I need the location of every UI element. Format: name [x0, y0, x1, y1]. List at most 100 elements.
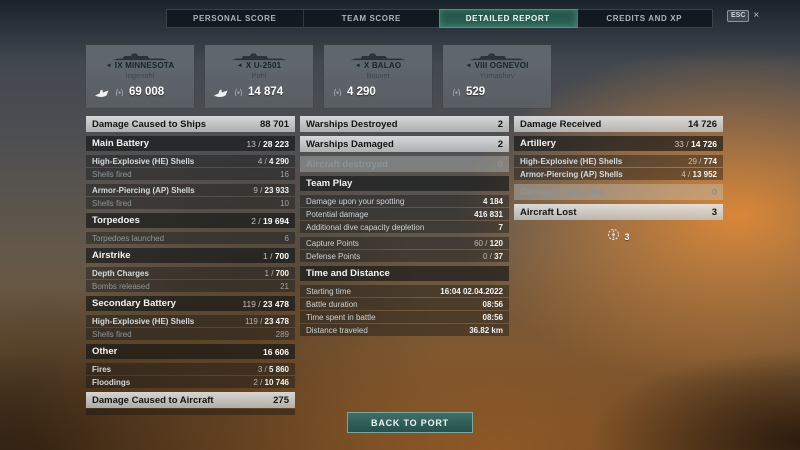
ship-silhouette — [449, 49, 545, 61]
back-to-port-button[interactable]: BACK TO PORT — [347, 412, 473, 433]
stat-value: 9 / 23 933 — [253, 185, 289, 195]
stat-label: Main Battery — [92, 138, 150, 149]
section-header-row: Damage Received 14 726 — [514, 116, 723, 132]
stat-row: Shells fired 289 — [86, 328, 295, 340]
ship-silhouette — [92, 49, 188, 61]
damage-value: 14 874 — [248, 86, 284, 98]
ship-card[interactable]: ◄ X U-2501 Pohl 14 874 — [205, 45, 313, 108]
tab-team-score[interactable]: TEAM SCORE — [304, 10, 440, 27]
stat-value: 416 831 — [474, 209, 503, 219]
close-icon[interactable]: × — [753, 10, 760, 22]
stat-value: 275 — [273, 394, 289, 406]
aircraft-lost-detail: 3 — [514, 228, 723, 246]
tab-bar: PERSONAL SCORE TEAM SCORE DETAILED REPORT C… — [166, 9, 713, 28]
stat-value: 16 606 — [263, 346, 289, 357]
subsection-header-row: Secondary Battery 119 / 23 478 — [86, 296, 295, 311]
subsection-header-row: Airstrike 1 / 700 — [86, 248, 295, 263]
tab-detailed-report[interactable]: DETAILED REPORT — [439, 9, 578, 28]
stat-row: Capture Points 60 / 120 — [300, 237, 509, 249]
player-name: Ingenohl — [125, 71, 155, 80]
stat-value: 3 — [711, 206, 717, 218]
stat-value: 21 — [280, 281, 289, 291]
ship-sunk-icon — [94, 87, 110, 98]
stat-value: 2 / 19 694 — [251, 215, 289, 226]
stat-label: Capture Points — [306, 238, 359, 248]
escape-control[interactable]: ESC × — [727, 10, 760, 23]
esc-key-badge[interactable]: ESC — [727, 10, 750, 23]
ship-class-icon: ◄ — [465, 62, 472, 69]
stat-label: Aircraft destroyed — [306, 158, 388, 170]
ship-silhouette — [211, 49, 307, 61]
tab-personal-score[interactable]: PERSONAL SCORE — [167, 10, 304, 27]
ship-card[interactable]: ◄ VIII OGNEVOI Yumashev 529 — [443, 45, 551, 108]
ship-name: X U-2501 — [245, 61, 282, 70]
stat-label: Damage Received — [520, 118, 602, 130]
dim-header-row: Aircraft destroyed 0 — [300, 156, 509, 172]
stat-value: 29 / 774 — [688, 156, 717, 166]
fighter-aircraft-icon — [607, 228, 620, 246]
section-header-row: Warships Damaged 2 — [300, 136, 509, 152]
stat-label: Other — [92, 346, 118, 357]
stat-row: Armor-Piercing (AP) Shells 9 / 23 933 — [86, 184, 295, 196]
stat-row: Armor-Piercing (AP) Shells 4 / 13 952 — [514, 168, 723, 180]
stat-value: 14 726 — [687, 118, 717, 130]
stat-label: High-Explosive (HE) Shells — [520, 156, 623, 166]
tab-credits-and-xp[interactable]: CREDITS AND XP — [606, 14, 683, 23]
stat-value: 0 / 37 — [482, 251, 503, 261]
damage-value: 529 — [466, 86, 486, 98]
damage-laurel-icon — [114, 87, 125, 98]
stat-label: Time and Distance — [306, 268, 390, 279]
stat-value: 10 — [280, 198, 289, 208]
section-header-row: Damage Caused to Ships 88 701 — [86, 116, 295, 132]
fighter-lost-count: 3 — [624, 232, 630, 242]
ship-silhouette — [330, 49, 426, 61]
stat-row: Damage upon your spotting 4 184 — [300, 195, 509, 207]
ship-card[interactable]: ◄ X BALAO Bouvet 4 290 — [324, 45, 432, 108]
stat-value: 88 701 — [259, 118, 289, 130]
column-damage-received: Damage Received 14 726 Artillery 33 / 14 72… — [514, 115, 723, 246]
player-name: Yumashev — [479, 71, 515, 80]
stat-label: Shells fired — [92, 198, 132, 208]
ship-class-icon: ◄ — [236, 62, 243, 69]
stat-row: Shells fired 10 — [86, 197, 295, 209]
stat-value: 3 / 5 860 — [257, 364, 289, 374]
ship-card[interactable]: ◄ IX MINNESOTA Ingenohl 69 008 — [86, 45, 194, 108]
stat-label: Defense Points — [306, 251, 361, 261]
subsection-header-row: Main Battery 13 / 28 223 — [86, 136, 295, 151]
stat-value: 1 / 700 — [263, 250, 289, 261]
stat-label: Additional dive capacity depletion — [306, 222, 425, 232]
column-team-play: Warships Destroyed 2 Warships Damaged 2 Airc… — [300, 115, 509, 336]
stat-row: Time spent in battle 08:56 — [300, 311, 509, 323]
stat-value: 60 / 120 — [474, 238, 503, 248]
subsection-header-row: Time and Distance — [300, 266, 509, 281]
stat-row: Depth Charges 1 / 700 — [86, 267, 295, 279]
player-name: Bouvet — [366, 71, 390, 80]
ship-class-icon: ◄ — [354, 62, 361, 69]
subsection-header-row: Artillery 33 / 14 726 — [514, 136, 723, 151]
section-header-row: Aircraft Lost 3 — [514, 204, 723, 220]
stat-row: Fires 3 / 5 860 — [86, 363, 295, 375]
stat-row: High-Explosive (HE) Shells 4 / 4 290 — [86, 155, 295, 167]
stat-row: High-Explosive (HE) Shells 29 / 774 — [514, 155, 723, 167]
stat-label: Starting time — [306, 286, 351, 296]
stat-value: 6 — [284, 233, 289, 243]
stat-value: 1 / 700 — [264, 268, 289, 278]
stat-row: Torpedoes launched 6 — [86, 232, 295, 244]
stat-value: 2 — [497, 138, 503, 150]
ship-name: VIII OGNEVOI — [474, 61, 529, 70]
stat-value: 16:04 02.04.2022 — [440, 286, 503, 296]
stat-row: Starting time 16:04 02.04.2022 — [300, 285, 509, 297]
stat-value: 36.82 km — [469, 325, 503, 335]
damage-value: 4 290 — [347, 86, 376, 98]
ship-cards: ◄ IX MINNESOTA Ingenohl 69 008 ◄ X U-2501 Pohl… — [86, 45, 551, 108]
ship-class-icon: ◄ — [105, 62, 112, 69]
stat-row: Battle duration 08:56 — [300, 298, 509, 310]
stat-label: Distance traveled — [306, 325, 368, 335]
stat-label: Warships Damaged — [306, 138, 394, 150]
subsection-header-row: Other 16 606 — [86, 344, 295, 359]
stat-label: Damage Caused to Aircraft — [92, 394, 214, 406]
stat-value: 289 — [275, 329, 289, 339]
stat-row: High-Explosive (HE) Shells 119 / 23 478 — [86, 315, 295, 327]
stat-value: 16 — [280, 169, 289, 179]
